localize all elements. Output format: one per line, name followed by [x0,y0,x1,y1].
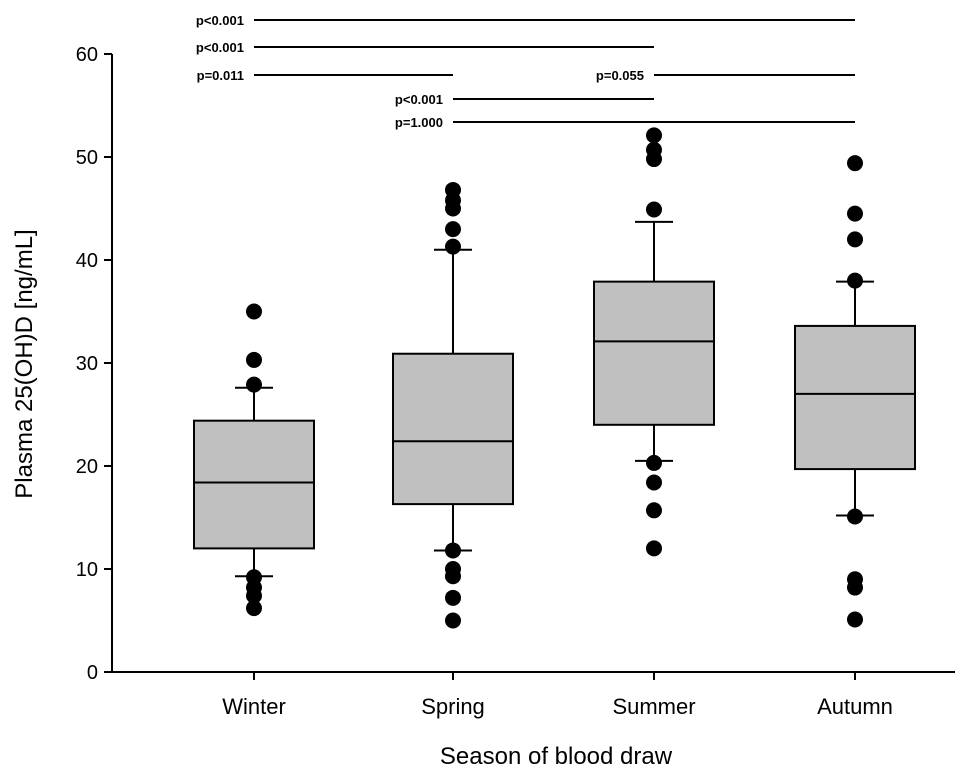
y-tick-label: 50 [76,147,98,169]
box-spring [392,181,514,629]
x-axis: Winter Spring Summer Autumn [112,671,955,719]
y-tick-label: 10 [76,559,98,581]
outlier-point [847,272,863,289]
y-tick-label: 0 [87,662,98,684]
outlier-point [445,612,461,629]
significance-label-bg [180,37,246,57]
y-tick-label: 40 [76,250,98,272]
y-axis: 0 10 20 30 40 50 60 [76,44,113,684]
outlier-point [445,221,461,238]
box-winter [193,303,315,617]
outlier-point [847,205,863,222]
y-axis-title: Plasma 25(OH)D [ng/mL] [11,229,38,498]
significance-bracket: p<0.001 [379,89,654,109]
outlier-point [847,508,863,525]
outlier-point [246,569,262,586]
outlier-point [445,589,461,606]
significance-label: p<0.001 [196,13,244,28]
outlier-point [445,238,461,255]
box-iqr [392,352,514,506]
significance-label: p=1.000 [395,115,443,130]
x-tick-label: Autumn [817,694,893,719]
box-autumn [794,155,916,628]
significance-label: p=0.011 [197,68,244,83]
box-summer [593,127,715,557]
significance-label-bg [379,112,445,132]
box-iqr [193,419,315,550]
outlier-point [246,376,262,393]
significance-label: p<0.001 [196,40,244,55]
outlier-point [445,561,461,577]
outlier-point [445,181,461,198]
y-tick-label: 60 [76,44,98,66]
significance-label: p=0.055 [596,68,644,83]
outlier-point [646,127,662,144]
outlier-point [646,454,662,471]
significance-brackets: p<0.001 p<0.001 p=0.011 p=0.055 p<0.001 p=1.0… [180,10,855,132]
significance-bracket: p=0.011 [180,65,453,85]
x-tick-label: Winter [222,694,286,719]
x-tick-label: Summer [612,694,695,719]
significance-label-bg [180,65,246,85]
significance-bracket: p<0.001 [180,10,855,30]
significance-bracket: p=1.000 [379,112,855,132]
significance-bracket: p=0.055 [580,65,855,85]
outlier-point [246,351,262,368]
outlier-point [847,231,863,248]
outlier-point [646,540,662,557]
y-tick-label: 20 [76,456,98,478]
significance-label-bg [580,65,646,85]
outlier-point [246,303,262,320]
boxes-group [193,127,916,629]
significance-label-bg [180,10,246,30]
box-iqr [593,280,715,426]
significance-label: p<0.001 [395,92,443,107]
outlier-point [246,600,262,617]
outlier-point [847,611,863,628]
outlier-point [847,155,863,172]
significance-label-bg [379,89,445,109]
outlier-point [646,141,662,158]
outlier-point [646,201,662,218]
x-axis-title: Season of blood draw [440,743,673,770]
outlier-point [847,571,863,588]
box-iqr [794,324,916,471]
outlier-point [646,474,662,491]
x-tick-label: Spring [421,694,485,719]
significance-bracket: p<0.001 [180,37,654,57]
y-tick-label: 30 [76,353,98,375]
outlier-point [646,502,662,519]
outlier-point [445,542,461,559]
